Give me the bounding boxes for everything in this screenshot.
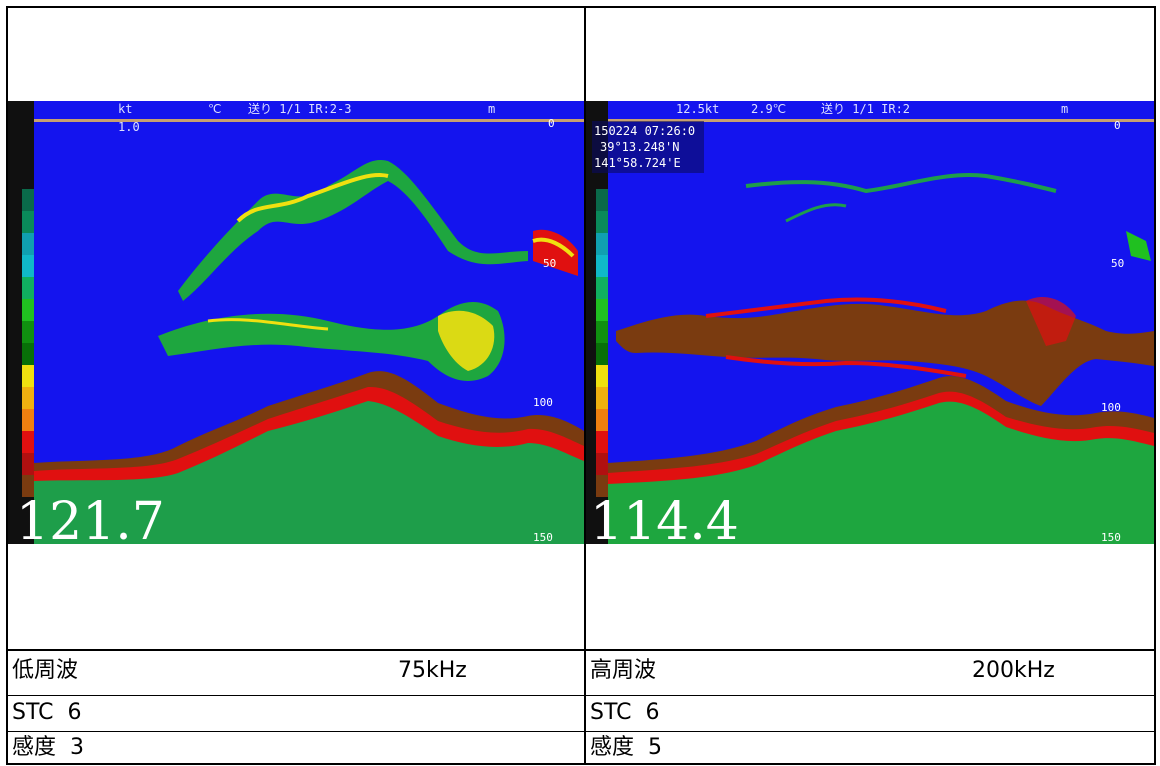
right-stc: STC 6 — [590, 700, 660, 725]
right-depth-tick-100: 100 — [1101, 401, 1121, 414]
right-header-unit: m — [1061, 102, 1068, 116]
right-header-mode: 送り 1/1 IR:2 — [821, 101, 910, 116]
table-row-line-1 — [6, 649, 1156, 651]
right-freq-value: 200kHz — [972, 658, 1055, 683]
left-header-sub: 1.0 — [118, 120, 140, 134]
left-header-unit: m — [488, 102, 495, 116]
table-border-bottom — [6, 763, 1156, 765]
right-depth-tick-0: 0 — [1114, 119, 1121, 132]
left-depth-tick-0: 0 — [548, 117, 555, 130]
right-gps-lon: 141°58.724'E — [594, 156, 681, 170]
table-row-line-2 — [6, 695, 1156, 696]
left-header-speed: kt — [118, 102, 132, 116]
right-header-temp: 2.9℃ — [751, 102, 786, 116]
left-header-mode: 送り 1/1 IR:2-3 — [248, 101, 351, 116]
left-stc: STC 6 — [12, 700, 82, 725]
left-depth-tick-150: 150 — [533, 531, 553, 544]
right-gain: 感度 5 — [590, 735, 662, 760]
left-header-temp: ℃ — [208, 102, 221, 116]
left-freq-label: 低周波 — [12, 658, 79, 683]
table-divider-center — [584, 6, 586, 764]
right-gps-datetime: 150224 07:26:0 — [594, 124, 695, 138]
table-border-right — [1154, 6, 1156, 764]
right-depth-tick-150: 150 — [1101, 531, 1121, 544]
table-border-left — [6, 6, 8, 764]
right-gps-lat: 39°13.248'N — [600, 140, 679, 154]
right-depth-reading: 114.4 — [590, 492, 739, 544]
right-freq-label: 高周波 — [590, 658, 657, 683]
table-border-top — [6, 6, 1156, 8]
right-depth-tick-50: 50 — [1111, 257, 1124, 270]
table-row-line-3 — [6, 731, 1156, 732]
right-echogram-graphic: 12.5kt 2.9℃ 送り 1/1 IR:2 m 150224 07:26:0… — [586, 101, 1154, 544]
left-echogram: kt ℃ 送り 1/1 IR:2-3 m 1.0 0 50 100 150 12… — [8, 101, 584, 544]
left-freq-value: 75kHz — [398, 658, 467, 683]
left-depth-tick-50: 50 — [543, 257, 556, 270]
left-gain: 感度 3 — [12, 735, 84, 760]
right-header-speed: 12.5kt — [676, 102, 719, 116]
left-echogram-graphic: kt ℃ 送り 1/1 IR:2-3 m 1.0 0 50 100 150 12… — [8, 101, 584, 544]
right-echogram: 12.5kt 2.9℃ 送り 1/1 IR:2 m 150224 07:26:0… — [586, 101, 1154, 544]
left-depth-tick-100: 100 — [533, 396, 553, 409]
left-depth-reading: 121.7 — [16, 492, 165, 544]
